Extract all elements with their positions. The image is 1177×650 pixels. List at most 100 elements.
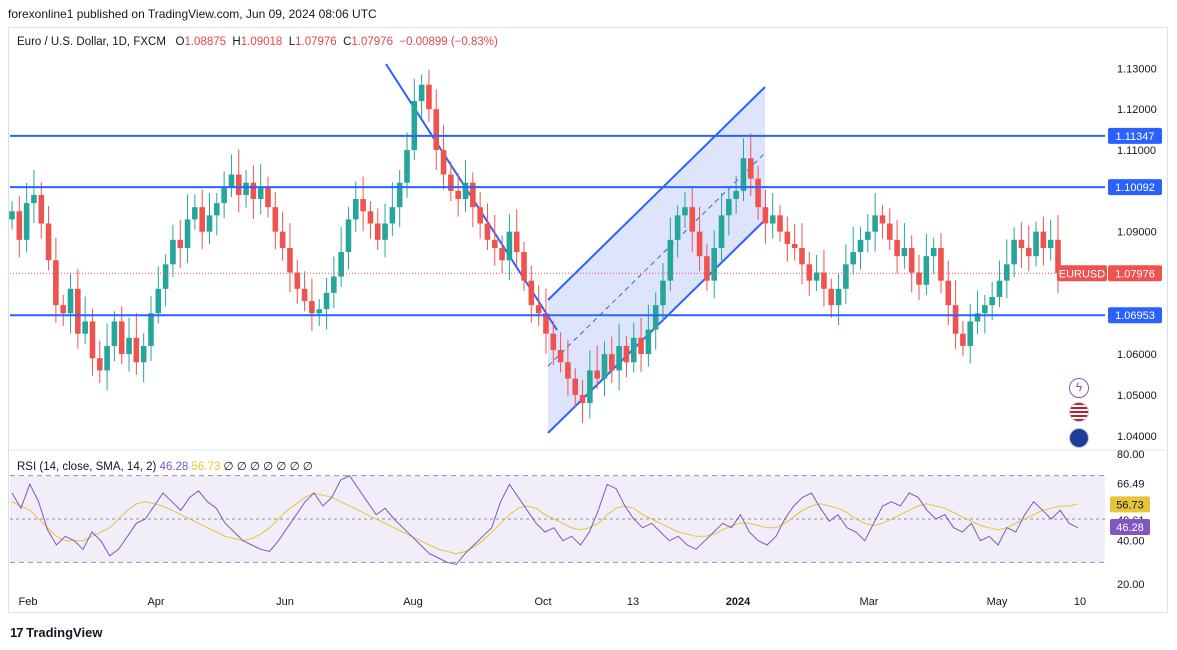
candle-body (1011, 239, 1017, 265)
rsi-tick-label: 40.00 (1117, 536, 1145, 548)
candle-body (235, 174, 242, 195)
candle-body (945, 280, 952, 306)
candle-body (513, 231, 520, 253)
candle-body (784, 231, 791, 244)
candle-body (557, 350, 564, 363)
candle-body (579, 394, 586, 404)
candle-body (45, 223, 52, 261)
candle-body (75, 288, 81, 334)
time-tick-label: May (987, 596, 1008, 608)
candle-body (755, 178, 761, 208)
candle-body (367, 211, 374, 224)
candle-body (747, 158, 754, 179)
eu-flag-icon[interactable] (1069, 428, 1089, 448)
candle-body (967, 321, 974, 346)
candle-body (192, 207, 198, 220)
price-tick-label: 1.09000 (1117, 227, 1157, 239)
candle-body (170, 239, 176, 265)
time-tick-label: Mar (860, 596, 879, 608)
candle-body (118, 321, 125, 355)
time-tick-label: 13 (627, 596, 639, 608)
candle-body (279, 231, 286, 248)
candle-body (638, 337, 644, 355)
rsi-tag-text: 46.28 (1116, 522, 1144, 534)
symbol-legend: Euro / U.S. Dollar, 1D, FXCM O1.08875 H1… (17, 36, 498, 48)
candle-body (418, 84, 425, 102)
rsi-sma-tag (1110, 496, 1150, 513)
candle-body (1018, 239, 1025, 248)
candle-body (682, 207, 688, 216)
candle-body (111, 321, 118, 346)
symbol-tag-text: EURUSD (1059, 268, 1106, 280)
candle-body (67, 288, 74, 314)
candle-body (799, 248, 805, 265)
lightning-icon[interactable]: ϟ (1069, 378, 1089, 398)
rsi-tick-label: 66.49 (1117, 478, 1145, 490)
candle-body (1025, 248, 1032, 257)
candle-body (374, 223, 381, 240)
published-note: forexonline1 published on TradingView.co… (8, 7, 377, 21)
candle-body (616, 345, 622, 371)
rsi-tag (1110, 519, 1150, 536)
candle-body (309, 301, 315, 314)
candle-body (609, 354, 615, 371)
rsi-name: RSI (14, close, SMA, 14, 2) (17, 461, 157, 473)
rsi-value: 46.28 (159, 461, 189, 473)
candle-body (396, 182, 403, 208)
candle-body (828, 288, 835, 306)
candle-body (491, 239, 498, 248)
tv-logo-icon: 17 (10, 625, 24, 640)
candle-body (96, 358, 103, 371)
level-price-text: 1.10092 (1115, 182, 1155, 194)
candle-body (140, 345, 147, 363)
candle-body (974, 313, 981, 322)
candle-body (711, 248, 718, 281)
candle-body (894, 239, 900, 257)
candle-body (601, 354, 608, 379)
candle-body (448, 174, 454, 191)
candle-body (996, 280, 1003, 297)
candle-body (872, 215, 878, 232)
candle-body (338, 252, 344, 277)
candle-body (228, 174, 235, 187)
candle-body (886, 223, 893, 240)
chart-frame (8, 27, 1168, 613)
candle-body (177, 239, 184, 248)
candle-body (791, 243, 798, 248)
us-flag-icon[interactable] (1069, 402, 1089, 422)
rsi-tick-label: 20.00 (1117, 579, 1145, 591)
time-tick-label: 10 (1074, 596, 1086, 608)
candle-body (257, 186, 264, 200)
candle-body (155, 288, 162, 314)
candle-body (528, 280, 535, 306)
channel-upper-line (547, 86, 766, 301)
candle-body (16, 211, 23, 240)
close-label: C (343, 36, 352, 48)
candle-body (60, 305, 67, 314)
candle-body (360, 199, 366, 212)
candle-body (989, 296, 995, 306)
channel-fill (548, 87, 765, 433)
candle-body (426, 84, 432, 110)
high-label: H (232, 36, 241, 48)
candle-body (835, 288, 842, 306)
candle-body (316, 309, 323, 314)
candle-body (272, 207, 279, 232)
candle-body (162, 264, 169, 289)
candle-body (696, 231, 703, 257)
last-price-text: 1.07976 (1115, 268, 1155, 280)
candle-body (89, 321, 96, 359)
price-tick-label: 1.06000 (1117, 349, 1157, 361)
candle-body (938, 248, 944, 281)
candle-body (769, 215, 776, 224)
time-tick-label: Jun (276, 596, 294, 608)
open-value: 1.08875 (184, 36, 227, 48)
candle-body (740, 158, 747, 191)
candle-body (865, 231, 871, 240)
candle-body (23, 203, 30, 240)
rsi-tick-label: 80.00 (1117, 449, 1145, 461)
candle-body (762, 207, 769, 224)
candle-body (484, 223, 491, 240)
candle-body (301, 288, 308, 302)
